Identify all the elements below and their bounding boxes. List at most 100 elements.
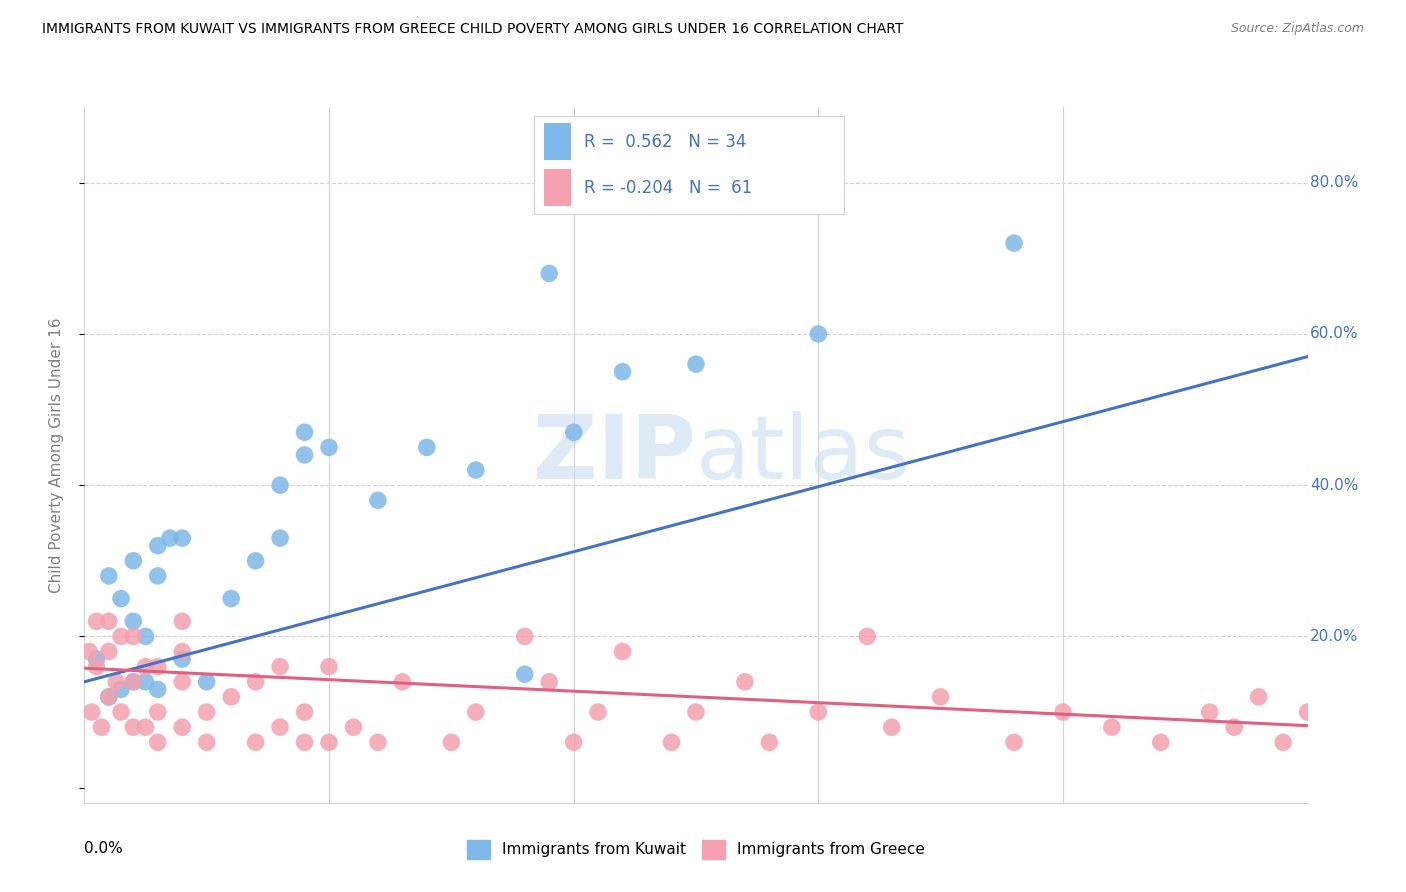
Point	[612, 365, 634, 379]
Point	[122, 720, 145, 734]
Point	[86, 652, 108, 666]
Point	[685, 705, 707, 719]
Point	[758, 735, 780, 749]
Point	[110, 682, 132, 697]
Legend: Immigrants from Kuwait, Immigrants from Greece: Immigrants from Kuwait, Immigrants from …	[461, 834, 931, 864]
Point	[122, 615, 145, 629]
Point	[122, 674, 145, 689]
Point	[807, 705, 830, 719]
Point	[538, 267, 561, 281]
Point	[880, 720, 903, 734]
Text: IMMIGRANTS FROM KUWAIT VS IMMIGRANTS FROM GREECE CHILD POVERTY AMONG GIRLS UNDER: IMMIGRANTS FROM KUWAIT VS IMMIGRANTS FRO…	[42, 22, 904, 37]
Text: 0.0%: 0.0%	[84, 841, 124, 856]
Point	[513, 667, 536, 681]
Point	[219, 591, 242, 606]
Point	[245, 674, 267, 689]
Point	[1296, 705, 1319, 719]
Text: R = -0.204   N =  61: R = -0.204 N = 61	[583, 178, 752, 196]
Point	[110, 591, 132, 606]
Point	[1052, 705, 1074, 719]
Point	[97, 615, 120, 629]
Point	[367, 493, 389, 508]
Point	[342, 720, 364, 734]
Point	[1272, 735, 1295, 749]
Point	[464, 705, 486, 719]
Point	[146, 705, 169, 719]
Text: ZIP: ZIP	[533, 411, 696, 499]
Point	[97, 690, 120, 704]
Point	[105, 674, 128, 689]
Y-axis label: Child Poverty Among Girls Under 16: Child Poverty Among Girls Under 16	[49, 318, 63, 592]
Point	[135, 629, 157, 643]
Point	[464, 463, 486, 477]
Point	[159, 531, 181, 545]
Point	[97, 690, 120, 704]
Point	[294, 705, 316, 719]
Point	[318, 659, 340, 673]
Point	[269, 720, 291, 734]
Point	[245, 735, 267, 749]
Point	[172, 674, 194, 689]
Point	[122, 629, 145, 643]
Point	[135, 674, 157, 689]
Point	[294, 425, 316, 440]
Point	[97, 644, 120, 658]
Point	[1223, 720, 1246, 734]
Point	[294, 735, 316, 749]
Text: 80.0%: 80.0%	[1310, 175, 1358, 190]
Point	[562, 735, 585, 749]
Point	[929, 690, 952, 704]
Point	[440, 735, 463, 749]
Point	[172, 644, 194, 658]
Point	[146, 539, 169, 553]
Point	[80, 705, 103, 719]
Point	[391, 674, 413, 689]
Point	[1150, 735, 1173, 749]
Point	[318, 441, 340, 455]
Point	[110, 629, 132, 643]
Point	[734, 674, 756, 689]
Point	[269, 478, 291, 492]
Text: 20.0%: 20.0%	[1310, 629, 1358, 644]
Point	[856, 629, 879, 643]
Point	[97, 569, 120, 583]
Point	[318, 735, 340, 749]
Point	[269, 659, 291, 673]
Point	[513, 629, 536, 643]
Point	[1101, 720, 1123, 734]
Point	[146, 569, 169, 583]
Text: R =  0.562   N = 34: R = 0.562 N = 34	[583, 134, 747, 152]
Point	[612, 644, 634, 658]
Point	[86, 615, 108, 629]
Point	[172, 720, 194, 734]
Point	[146, 735, 169, 749]
Point	[172, 531, 194, 545]
Point	[1198, 705, 1220, 719]
Point	[294, 448, 316, 462]
Point	[538, 674, 561, 689]
Point	[135, 659, 157, 673]
Point	[685, 357, 707, 371]
Point	[195, 705, 218, 719]
Point	[122, 554, 145, 568]
Point	[122, 674, 145, 689]
Point	[807, 326, 830, 341]
Point	[245, 554, 267, 568]
Point	[195, 674, 218, 689]
Point	[1247, 690, 1270, 704]
Point	[1002, 735, 1025, 749]
Text: 40.0%: 40.0%	[1310, 478, 1358, 492]
Bar	[544, 123, 571, 161]
Text: Source: ZipAtlas.com: Source: ZipAtlas.com	[1230, 22, 1364, 36]
Point	[135, 720, 157, 734]
Point	[586, 705, 609, 719]
Point	[90, 720, 112, 734]
Point	[367, 735, 389, 749]
Text: 60.0%: 60.0%	[1310, 326, 1358, 342]
Point	[219, 690, 242, 704]
Point	[172, 652, 194, 666]
Point	[195, 735, 218, 749]
Text: atlas: atlas	[696, 411, 911, 499]
Bar	[544, 169, 571, 206]
Point	[110, 705, 132, 719]
